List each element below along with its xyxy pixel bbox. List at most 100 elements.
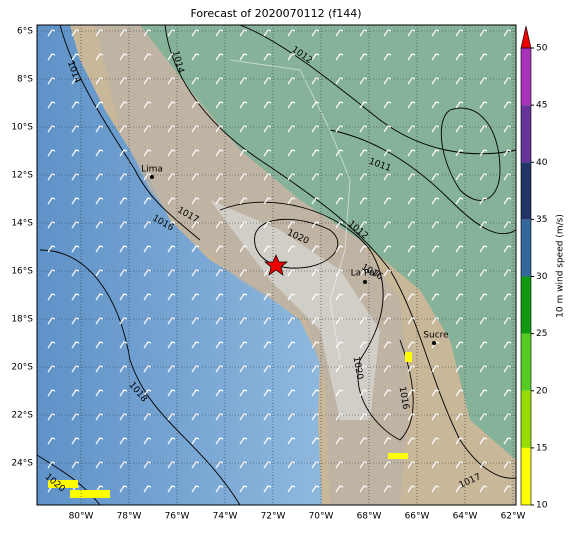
barb (95, 437, 104, 445)
graticule (37, 25, 516, 505)
barb (407, 77, 416, 85)
barb (239, 101, 248, 109)
barb (431, 365, 440, 373)
barb (335, 101, 344, 109)
barb (191, 413, 200, 421)
barb (503, 125, 512, 133)
barb (383, 437, 392, 445)
barb (95, 221, 104, 229)
barb (215, 149, 224, 157)
barb (239, 197, 248, 205)
barb (239, 293, 248, 301)
barb (359, 413, 368, 421)
barb (143, 341, 152, 349)
barb (431, 437, 440, 445)
colorbar-tick-label: 45 (536, 101, 547, 111)
barb (239, 317, 248, 325)
barb (215, 317, 224, 325)
barb (287, 389, 296, 397)
barb (407, 197, 416, 205)
barb (71, 77, 80, 85)
barb (119, 53, 128, 61)
barb (431, 149, 440, 157)
barb (311, 197, 320, 205)
city-dot (432, 341, 436, 345)
barb (383, 149, 392, 157)
barb (335, 341, 344, 349)
barb (71, 413, 80, 421)
barb (455, 125, 464, 133)
colorbar-tick-label: 20 (536, 386, 548, 396)
barb (335, 245, 344, 253)
barb (47, 245, 56, 253)
borders (229, 59, 351, 361)
barb (359, 53, 368, 61)
barb (359, 245, 368, 253)
barb (239, 461, 248, 469)
isobars (37, 25, 516, 505)
barb (455, 173, 464, 181)
colorbar-tick-label: 10 (536, 501, 548, 511)
barb (287, 197, 296, 205)
barb (215, 341, 224, 349)
barb (383, 173, 392, 181)
barb (407, 317, 416, 325)
barb (47, 293, 56, 301)
barb (407, 293, 416, 301)
barb (143, 485, 152, 493)
barb (143, 293, 152, 301)
barb (95, 293, 104, 301)
barb (335, 53, 344, 61)
barb (71, 173, 80, 181)
barb (191, 485, 200, 493)
barb (335, 389, 344, 397)
barb (71, 149, 80, 157)
barb (479, 437, 488, 445)
barb (47, 461, 56, 469)
barb (263, 365, 272, 373)
barb (287, 269, 296, 277)
barb (119, 125, 128, 133)
barb (335, 485, 344, 493)
barb (191, 341, 200, 349)
barb (503, 413, 512, 421)
colorbar-segment (521, 276, 531, 334)
barb (239, 437, 248, 445)
barb (431, 269, 440, 277)
barb (239, 245, 248, 253)
barb (311, 101, 320, 109)
barb (191, 293, 200, 301)
y-tick-label: 16°S (11, 267, 33, 277)
barb (239, 485, 248, 493)
barb (383, 461, 392, 469)
barb (263, 149, 272, 157)
barb (95, 125, 104, 133)
barb (407, 437, 416, 445)
y-tick-label: 14°S (11, 219, 33, 229)
barb (311, 437, 320, 445)
barb (143, 77, 152, 85)
y-tick-label: 8°S (17, 75, 33, 85)
barb (335, 149, 344, 157)
x-tick-label: 70°W (309, 512, 334, 522)
barb (119, 365, 128, 373)
barb (143, 125, 152, 133)
barb (479, 101, 488, 109)
barb (143, 149, 152, 157)
barb (239, 125, 248, 133)
barb (191, 29, 200, 37)
barb (215, 125, 224, 133)
barb (503, 437, 512, 445)
wind-patch (70, 490, 110, 498)
barb (407, 485, 416, 493)
barb (191, 173, 200, 181)
barb (431, 173, 440, 181)
y-tick-label: 6°S (17, 27, 33, 37)
barb (119, 389, 128, 397)
barb (479, 341, 488, 349)
barb (383, 245, 392, 253)
barb (263, 101, 272, 109)
barb (455, 101, 464, 109)
barb (359, 365, 368, 373)
barb (47, 413, 56, 421)
